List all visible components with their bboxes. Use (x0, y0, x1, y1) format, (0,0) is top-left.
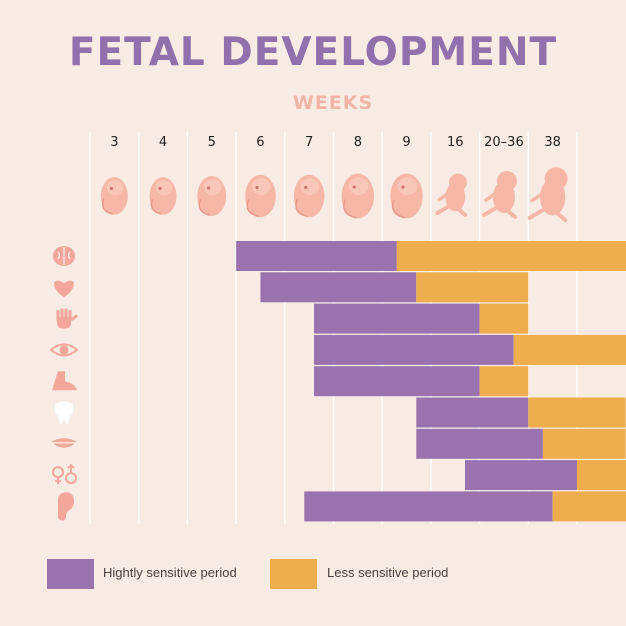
fetus-limbs (435, 204, 468, 217)
heart-icon (54, 280, 74, 298)
week-label-2: 5 (208, 135, 216, 150)
embryo-head (155, 180, 173, 196)
chart-title: FETAL DEVELOPMENT (68, 30, 558, 75)
embryo-head (203, 179, 222, 196)
fetus-limbs (527, 207, 568, 223)
ear-icon (58, 492, 74, 521)
embryo-week-5-icon (341, 173, 375, 219)
embryo-curl (246, 199, 259, 218)
embryo-eye (109, 186, 113, 191)
foot-icon (52, 371, 77, 391)
week-label-3: 6 (256, 135, 264, 150)
embryo-week-3-icon (245, 174, 276, 218)
week-label-7: 16 (447, 135, 464, 150)
legend-label-highly: Hightly sensitive period (103, 565, 237, 580)
fetus-body (445, 182, 466, 212)
bar-highly-eye (314, 334, 514, 365)
embryo-eye (304, 185, 308, 190)
hand-icon (56, 308, 78, 329)
embryo-curl (295, 199, 308, 218)
bar-highly-ear (304, 491, 553, 522)
embryo-week-4-icon (293, 174, 325, 218)
embryo-week-6-icon (390, 173, 423, 219)
bar-highly-hand (314, 303, 480, 334)
eye-icon (49, 343, 79, 357)
gender-icon (52, 463, 77, 485)
fetus-body (540, 178, 566, 216)
bar-less-ear (552, 491, 626, 522)
embryo-week-2-icon (197, 176, 227, 216)
bar-less-gender (577, 460, 626, 491)
fetus-arm (530, 191, 545, 203)
mouth-icon (51, 438, 77, 448)
legend: Hightly sensitive period Less sensitive … (0, 555, 626, 595)
embryo-week-9-icon (527, 167, 568, 223)
embryo-curl (391, 199, 405, 219)
legend-label-less: Less sensitive period (327, 565, 449, 580)
bar-highly-foot (314, 366, 480, 397)
bar-less-brain (396, 241, 626, 271)
week-label-6: 9 (402, 135, 410, 150)
tooth-icon (54, 401, 74, 425)
bar-less-mouth (542, 428, 626, 459)
bar-highly-mouth (416, 428, 543, 459)
embryo-eye (401, 185, 405, 189)
embryo-head (106, 180, 124, 196)
bar-less-heart (416, 272, 529, 303)
bar-highly-gender (464, 460, 577, 491)
fetus-limbs (481, 206, 517, 219)
weeks-label: WEEKS (292, 92, 374, 114)
embryo-curl (343, 199, 357, 219)
week-label-0: 3 (110, 135, 118, 150)
embryo-head (348, 177, 369, 196)
legend-swatch-less (270, 559, 317, 589)
fetus-arm (437, 192, 449, 202)
embryo-eye (158, 186, 162, 191)
brain-icon (53, 246, 75, 266)
bar-less-foot (479, 366, 529, 397)
week-label-1: 4 (159, 135, 167, 150)
bar-less-hand (479, 303, 529, 334)
week-label-8: 20–36 (484, 135, 524, 150)
bar-highly-heart (260, 272, 417, 303)
bar-less-tooth (528, 397, 626, 428)
bar-highly-brain (236, 241, 397, 271)
embryo-curl (101, 198, 114, 215)
embryo-eye (352, 185, 356, 189)
fetus-body (492, 181, 515, 213)
embryo-week-1-icon (149, 177, 177, 215)
embryo-eye (206, 186, 211, 190)
embryo-head (300, 178, 320, 196)
embryo-eye (255, 185, 259, 190)
embryo-week-7-icon (435, 173, 468, 217)
week-label-5: 8 (354, 135, 362, 150)
embryo-week-0-icon (100, 177, 128, 215)
fetus-arm (484, 192, 497, 202)
embryo-head (251, 178, 271, 196)
embryo-curl (198, 198, 211, 216)
week-label-4: 7 (305, 135, 313, 150)
bar-highly-tooth (416, 397, 529, 428)
embryo-curl (150, 198, 162, 215)
embryo-head (397, 177, 418, 196)
legend-swatch-highly (47, 559, 94, 589)
bar-less-eye (513, 334, 626, 365)
week-label-9: 38 (544, 135, 561, 150)
embryo-week-8-icon (481, 171, 517, 219)
